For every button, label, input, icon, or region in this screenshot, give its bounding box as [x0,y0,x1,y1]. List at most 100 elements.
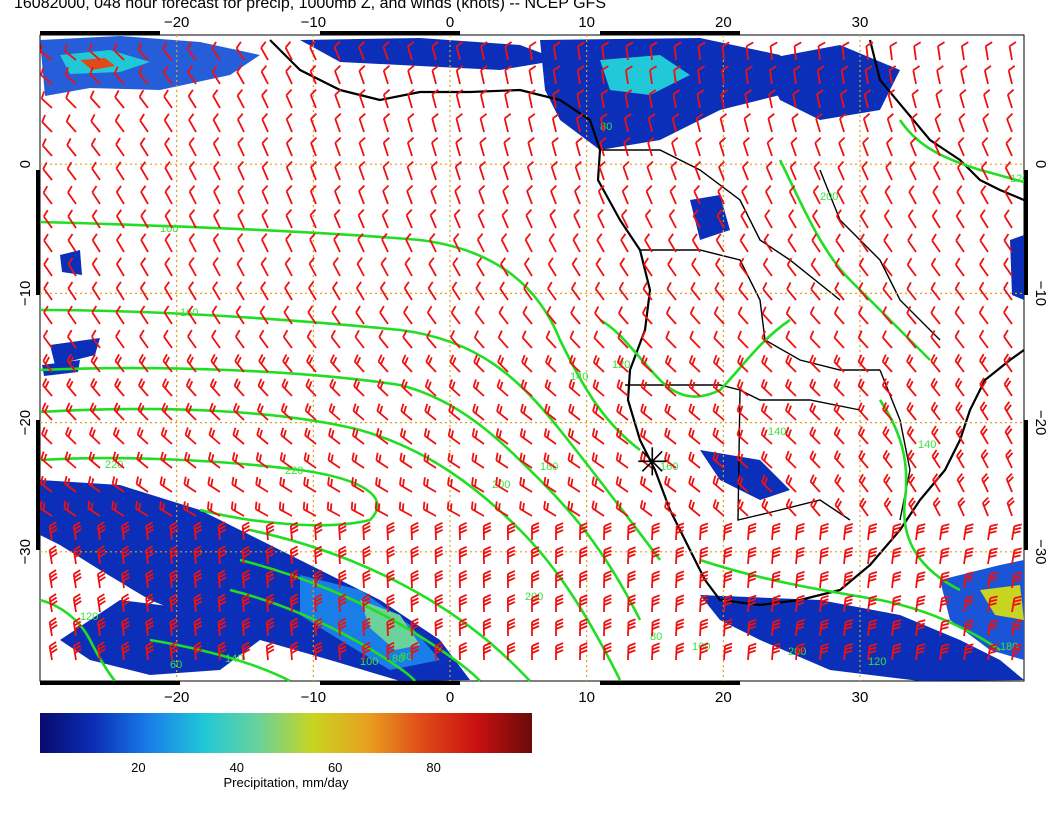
wind-barb [502,160,510,181]
wind-barb [867,571,878,589]
wind-barb [712,379,725,397]
wind-barb [193,521,203,541]
wind-barb [809,354,821,373]
wind-barb [739,233,749,253]
wind-barb [48,569,58,589]
wind-barb [114,353,125,373]
wind-barb [162,42,173,61]
wind-barb [908,497,917,517]
wind-barb [696,89,705,109]
wind-barb [310,112,318,133]
wind-barb [330,329,341,349]
wind-barb [159,476,173,493]
wind-barb [859,497,869,517]
wind-barb [378,329,389,349]
wind-barb [265,617,275,637]
wind-barb [328,403,341,421]
wind-barb [690,281,701,301]
wind-barb [843,523,854,541]
wind-barb [543,476,557,493]
wind-barb [567,500,581,517]
wind-barb [135,476,149,493]
wind-barb [285,184,293,205]
wind-barb [857,330,869,349]
wind-barb [495,477,509,493]
wind-barb [675,642,685,661]
contour-label: 200 [492,479,510,491]
wind-barb [230,501,245,517]
wind-barb [212,137,221,157]
wind-barb [955,209,965,229]
wind-barb [695,113,704,133]
wind-barb [506,522,516,541]
lat-tick-label-right: −20 [1032,410,1049,435]
wind-barb [555,594,564,613]
wind-barb [506,618,516,637]
wind-barb [688,451,701,469]
wind-barb [401,354,413,373]
wind-barb [375,428,389,445]
wind-barb [67,257,77,277]
wind-barb [454,184,462,205]
wind-barb [693,185,701,205]
wind-barb [867,547,878,565]
wind-barb [66,161,77,181]
wind-barb [812,185,821,205]
wind-barb [627,618,636,637]
wind-barb [164,185,173,205]
contour-label: 80 [650,631,662,643]
wind-barb [382,64,391,85]
wind-barb [332,257,341,277]
wind-barb [451,281,461,301]
wind-barb [543,501,557,517]
lon-tick-label-bottom: 10 [578,689,595,706]
wind-barb [736,427,749,445]
wind-barb [881,330,893,349]
wind-barb [867,523,878,541]
wind-barb [434,617,444,637]
wind-barb [255,452,269,469]
wind-barb [237,113,245,133]
wind-barb [455,41,464,61]
wind-barb [237,161,245,181]
wind-barb [688,354,701,373]
lon-tick-label-top: −20 [164,14,189,31]
wind-barb [668,209,677,229]
wind-barb [651,594,661,613]
wind-barb [506,642,516,661]
wind-barb [350,501,365,517]
wind-barb [164,281,173,301]
wind-barb [768,89,776,109]
wind-barb [519,428,533,445]
wind-barb [358,184,366,205]
wind-barb [839,89,848,109]
wind-barb [327,477,341,493]
wind-barb [258,329,269,349]
wind-barb [931,209,941,229]
wind-barb [834,282,845,301]
wind-barb [906,257,917,277]
wind-barb [471,477,485,493]
wind-barb [793,41,802,61]
wind-barb [494,501,509,517]
wind-barb [48,545,58,565]
wind-barb [237,209,245,229]
wind-barb [357,233,365,253]
wind-barb [672,89,681,109]
wind-barb [603,642,612,661]
wind-barb [41,402,53,421]
lat-tick-label-left: 0 [17,160,34,168]
wind-barb [862,136,870,157]
wind-barb [915,595,926,613]
wind-barb [519,476,533,493]
wind-barb [603,570,612,589]
wind-barb [362,521,371,541]
wind-barb [858,281,869,301]
wind-barb [771,642,781,661]
wind-barb [639,476,653,493]
wind-barb [261,161,269,181]
wind-barb [987,619,998,637]
wind-barb [721,65,729,85]
wind-barb [956,161,965,181]
wind-barb [121,521,130,541]
